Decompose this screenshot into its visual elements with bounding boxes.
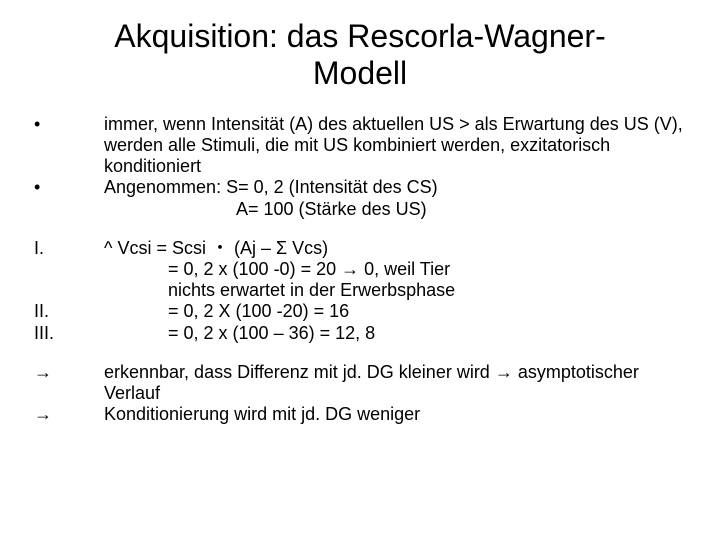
- bullet-marker: •: [30, 177, 104, 198]
- roman-marker: II.: [30, 301, 104, 322]
- bullet-text: Angenommen: S= 0, 2 (Intensität des CS) …: [104, 177, 690, 219]
- roman-1: I. ^ Vcsi = Scsi ・ (Aj – Σ Vcs) = 0, 2 x…: [30, 238, 690, 302]
- roman-text: = 0, 2 x (100 – 36) = 12, 8: [104, 323, 690, 344]
- arrow-1: → erkennbar, dass Differenz mit jd. DG k…: [30, 362, 690, 404]
- roman-3-line: = 0, 2 x (100 – 36) = 12, 8: [104, 323, 375, 344]
- roman-3: III. = 0, 2 x (100 – 36) = 12, 8: [30, 323, 690, 344]
- arrow-text: erkennbar, dass Differenz mit jd. DG kle…: [104, 362, 690, 404]
- slide: Akquisition: das Rescorla-Wagner- Modell…: [0, 0, 720, 540]
- slide-title: Akquisition: das Rescorla-Wagner- Modell: [30, 18, 690, 92]
- bullet-marker: •: [30, 114, 104, 135]
- bullet-2: • Angenommen: S= 0, 2 (Intensität des CS…: [30, 177, 690, 219]
- roman-1-line-1: ^ Vcsi = Scsi ・ (Aj – Σ Vcs): [104, 238, 328, 258]
- roman-marker: III.: [30, 323, 104, 344]
- arrow-text: Konditionierung wird mit jd. DG weniger: [104, 404, 690, 425]
- roman-text: = 0, 2 X (100 -20) = 16: [104, 301, 690, 322]
- spacer: [30, 220, 690, 238]
- roman-1-line-3: nichts erwartet in der Erwerbsphase: [104, 280, 455, 301]
- title-line-2: Modell: [313, 55, 407, 91]
- roman-1-line-2: = 0, 2 x (100 -0) = 20 → 0, weil Tier: [104, 259, 450, 280]
- slide-body: • immer, wenn Intensität (A) des aktuell…: [30, 114, 690, 426]
- roman-2: II. = 0, 2 X (100 -20) = 16: [30, 301, 690, 322]
- roman-text: ^ Vcsi = Scsi ・ (Aj – Σ Vcs) = 0, 2 x (1…: [104, 238, 690, 302]
- bullet-2-line-1: Angenommen: S= 0, 2 (Intensität des CS): [104, 177, 438, 197]
- bullet-1: • immer, wenn Intensität (A) des aktuell…: [30, 114, 690, 178]
- spacer: [30, 344, 690, 362]
- bullet-text: immer, wenn Intensität (A) des aktuellen…: [104, 114, 690, 178]
- arrow-marker: →: [30, 362, 104, 383]
- bullet-2-line-2: A= 100 (Stärke des US): [104, 199, 427, 220]
- title-line-1: Akquisition: das Rescorla-Wagner-: [114, 18, 605, 54]
- arrow-2: → Konditionierung wird mit jd. DG wenige…: [30, 404, 690, 425]
- roman-2-line: = 0, 2 X (100 -20) = 16: [104, 301, 349, 322]
- roman-marker: I.: [30, 238, 104, 259]
- arrow-marker: →: [30, 404, 104, 425]
